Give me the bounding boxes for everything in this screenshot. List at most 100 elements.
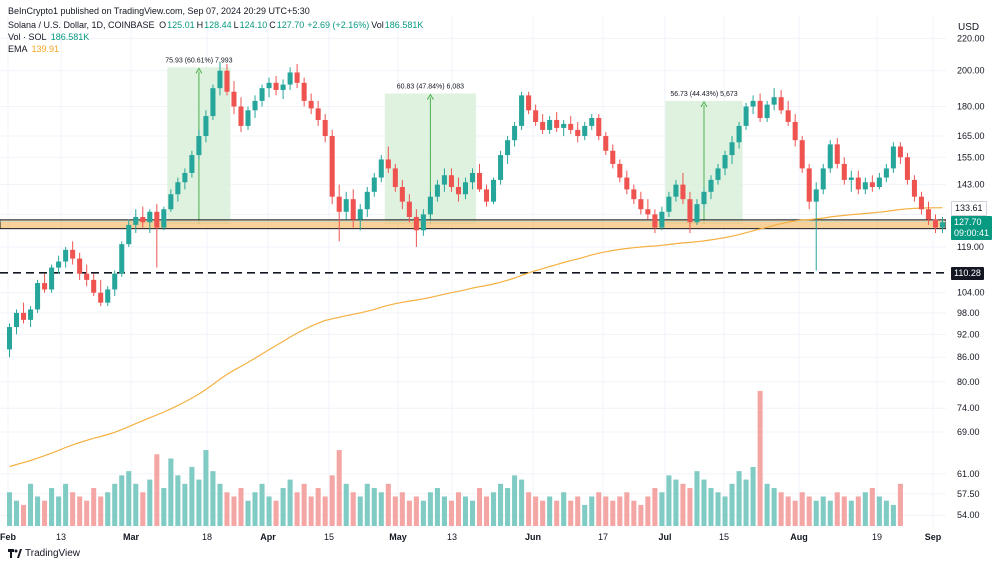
candle-body xyxy=(666,196,672,212)
candle-body xyxy=(189,155,195,173)
candle-body xyxy=(147,211,153,223)
volume-bar xyxy=(596,492,602,526)
volume-bar xyxy=(462,496,469,526)
volume-bar xyxy=(841,496,847,526)
volume-bar xyxy=(806,496,812,526)
time-tick-label: Aug xyxy=(790,532,808,542)
candle-body xyxy=(462,182,469,195)
price-tick-label: 74.00 xyxy=(957,403,980,413)
candle-body xyxy=(582,125,588,137)
price-tick-label: 143.00 xyxy=(957,180,985,190)
volume-bar xyxy=(820,496,826,526)
candle-body xyxy=(336,196,342,212)
candle-body xyxy=(575,129,581,137)
support-price-tag: 110.28 xyxy=(951,266,984,280)
candle-body xyxy=(483,189,490,202)
candle-body xyxy=(476,172,483,190)
candle-body xyxy=(722,155,728,169)
candle-body xyxy=(105,289,111,303)
candle-body xyxy=(750,100,756,107)
ema-legend[interactable]: EMA 139.91 xyxy=(8,44,59,54)
candle-body xyxy=(112,273,118,290)
volume-bar xyxy=(715,492,721,526)
candle-body xyxy=(140,216,146,223)
volume-bar xyxy=(343,483,349,526)
candle-body xyxy=(266,82,272,89)
countdown-value: 09:00:41 xyxy=(954,228,990,239)
volume-bar xyxy=(848,500,854,526)
volume-bar xyxy=(455,492,461,526)
ohlc-value: 124.10 xyxy=(239,20,268,30)
candle-body xyxy=(673,184,679,197)
volume-bar xyxy=(6,492,13,526)
ema-price-tag: 133.61 xyxy=(951,200,987,216)
candle-body xyxy=(203,116,209,137)
tradingview-logo[interactable]: TradingView xyxy=(8,548,80,559)
candle-body xyxy=(273,82,279,90)
volume-bar xyxy=(883,500,889,526)
last-price-tag: 127.70 09:00:41 xyxy=(951,216,993,241)
volume-bar xyxy=(897,483,903,526)
price-tick-label: 54.00 xyxy=(957,510,980,520)
measure-boxes: 75.93 (60.61%) 7,993 60.83 (47.84%) 6,083… xyxy=(165,57,743,225)
candle-body xyxy=(224,70,230,92)
volume-bar xyxy=(533,496,539,526)
ohlc-value: +2.69 (+2.16%) xyxy=(307,20,370,30)
volume-bar xyxy=(547,496,553,526)
volume-bar xyxy=(476,488,483,526)
candle-body xyxy=(841,163,847,180)
instrument-legend: Solana / U.S. Dollar, 1D, COINBASE O125.… xyxy=(8,20,423,30)
candle-body xyxy=(561,123,567,128)
candle-body xyxy=(855,177,861,190)
candle-body xyxy=(350,199,356,220)
volume-bar xyxy=(280,488,286,526)
grid-lines xyxy=(0,16,946,528)
volume-bar xyxy=(764,483,770,526)
volume-bar xyxy=(84,500,90,526)
time-tick-label: 18 xyxy=(202,532,212,542)
volume-bar xyxy=(238,488,244,526)
volume-bar xyxy=(561,492,567,526)
volume-bar xyxy=(554,500,560,526)
volume-bar xyxy=(161,488,167,526)
volume-bar xyxy=(666,475,672,526)
volume-bar xyxy=(708,488,714,526)
candle-body xyxy=(778,97,784,111)
volume-bar xyxy=(378,492,384,526)
volume-bar xyxy=(631,500,637,526)
volume-bar xyxy=(98,496,104,526)
volume-bar xyxy=(610,500,616,526)
candle-body xyxy=(84,273,90,280)
candle-body xyxy=(603,136,609,151)
volume-bar xyxy=(876,496,882,526)
candle-body xyxy=(911,179,917,197)
candle-body xyxy=(554,119,560,128)
volume-bar xyxy=(589,496,595,526)
candle-body xyxy=(280,84,286,90)
volume-bar xyxy=(645,496,651,526)
volume-bar xyxy=(890,504,896,526)
volume-bar xyxy=(49,488,55,526)
time-tick-label: 13 xyxy=(56,532,66,542)
ohlc-values: O125.01 H128.44 L124.10 C127.70 +2.69 (+2.16… xyxy=(157,20,423,30)
volume-bar xyxy=(336,450,342,526)
candle-body xyxy=(322,119,328,137)
candle-body xyxy=(308,100,314,109)
candle-body xyxy=(217,70,223,89)
volume-bar xyxy=(638,504,644,526)
volume-bar xyxy=(827,500,833,526)
volume-bar xyxy=(287,479,293,526)
candle-body xyxy=(182,172,188,183)
candle-body xyxy=(729,142,735,156)
volume-bar xyxy=(434,488,440,526)
candle-body xyxy=(175,182,181,195)
candle-body xyxy=(98,292,104,303)
ema-line xyxy=(9,207,943,468)
candle-body xyxy=(21,312,27,320)
volume-legend[interactable]: Vol · SOL 186.581K xyxy=(8,32,89,42)
volume-bar xyxy=(792,500,798,526)
candle-body xyxy=(364,191,370,210)
candle-body xyxy=(834,144,840,164)
price-tick-label: 57.50 xyxy=(957,489,980,499)
